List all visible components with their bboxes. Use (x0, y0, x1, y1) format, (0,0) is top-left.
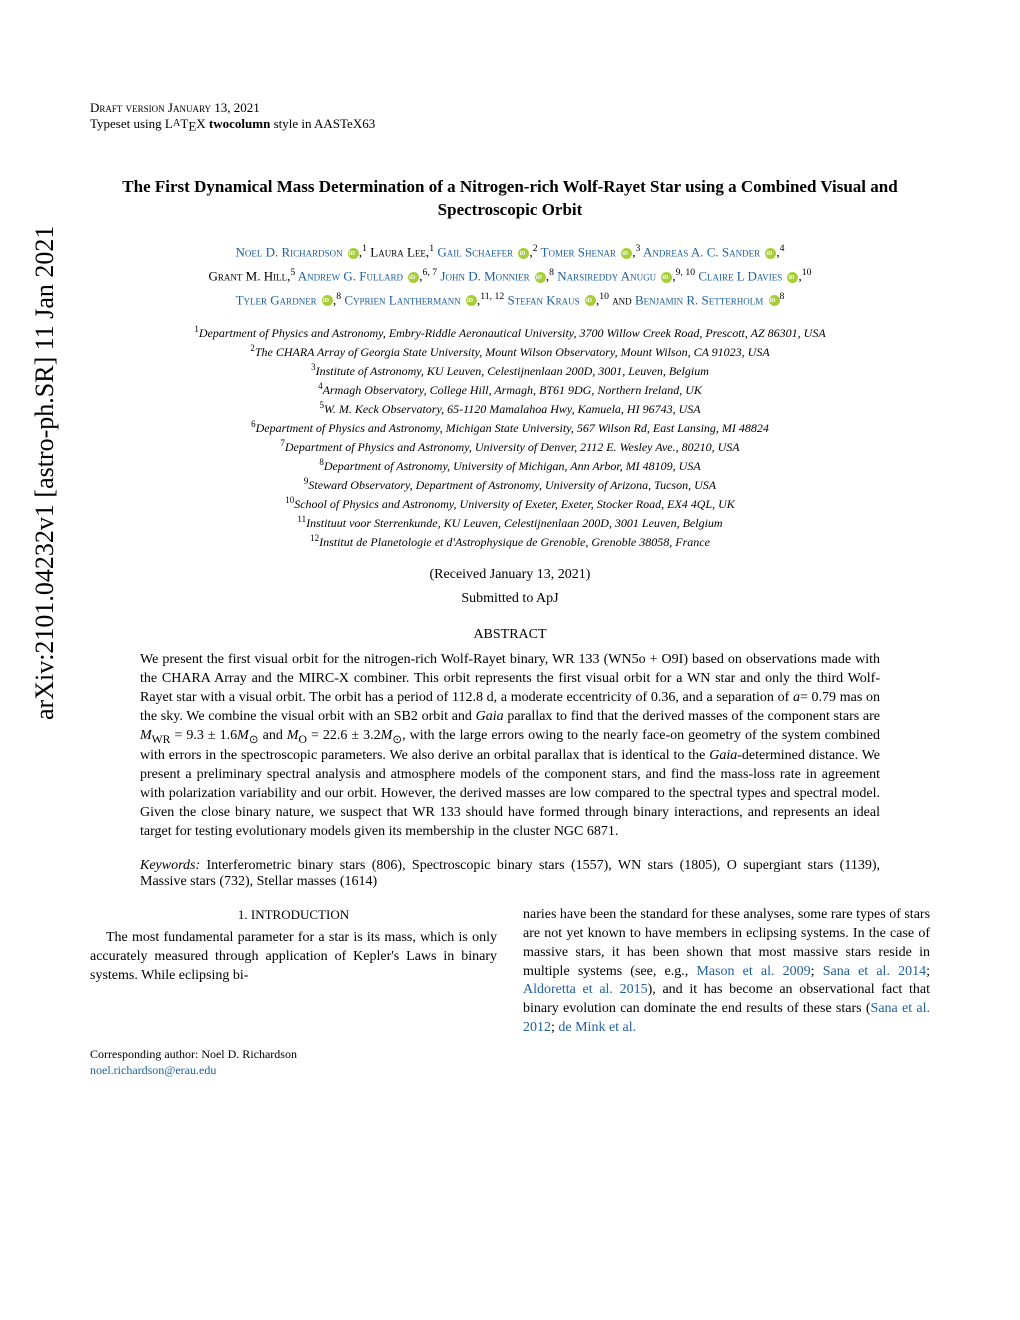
affiliation-9: 9Steward Observatory, Department of Astr… (120, 475, 900, 494)
keywords: Keywords: Interferometric binary stars (… (140, 858, 880, 890)
affiliation-2: 2The CHARA Array of Georgia State Univer… (120, 342, 900, 361)
left-column: 1. INTRODUCTION The most fundamental par… (90, 906, 497, 1079)
intro-paragraph-right: naries have been the standard for these … (523, 906, 930, 1038)
right-column: naries have been the standard for these … (523, 906, 930, 1079)
ref-demink[interactable]: de Mink et al. (558, 1020, 636, 1035)
affiliation-11: 11Instituut voor Sterrenkunde, KU Leuven… (120, 513, 900, 532)
paper-title: The First Dynamical Mass Determination o… (120, 175, 900, 223)
submitted-to: Submitted to ApJ (90, 591, 930, 607)
affiliation-12: 12Institut de Planetologie et d'Astrophy… (120, 532, 900, 551)
affiliation-list: 1Department of Physics and Astronomy, Em… (120, 323, 900, 551)
corresponding-email-link[interactable]: noel.richardson@erau.edu (90, 1063, 216, 1077)
affiliation-7: 7Department of Physics and Astronomy, Un… (120, 437, 900, 456)
keywords-label: Keywords: (140, 858, 200, 873)
affiliation-6: 6Department of Physics and Astronomy, Mi… (120, 418, 900, 437)
intro-paragraph-left: The most fundamental parameter for a sta… (90, 929, 497, 986)
ref-sana-2014[interactable]: Sana et al. 2014 (823, 964, 926, 979)
affiliation-1: 1Department of Physics and Astronomy, Em… (120, 323, 900, 342)
corresponding-author: Corresponding author: Noel D. Richardson… (90, 1046, 497, 1078)
affiliation-10: 10School of Physics and Astronomy, Unive… (120, 494, 900, 513)
ref-mason-2009[interactable]: Mason et al. 2009 (696, 964, 810, 979)
received-date: (Received January 13, 2021) (90, 567, 930, 583)
author-list: Noel D. Richardson ,1 Laura Lee,1 Gail S… (110, 240, 910, 311)
corresponding-label: Corresponding author: Noel D. Richardson (90, 1046, 497, 1062)
keywords-text: Interferometric binary stars (806), Spec… (140, 858, 880, 889)
affiliation-8: 8Department of Astronomy, University of … (120, 456, 900, 475)
typeset-line: Typeset using LATEX twocolumn style in A… (90, 116, 930, 135)
affiliation-4: 4Armagh Observatory, College Hill, Armag… (120, 380, 900, 399)
abstract-heading: ABSTRACT (90, 627, 930, 643)
affiliation-3: 3Institute of Astronomy, KU Leuven, Cele… (120, 361, 900, 380)
abstract-text: We present the first visual orbit for th… (140, 651, 880, 842)
two-column-body: 1. INTRODUCTION The most fundamental par… (90, 906, 930, 1079)
draft-version: Draft version January 13, 2021 (90, 100, 930, 116)
ref-aldoretta-2015[interactable]: Aldoretta et al. 2015 (523, 982, 648, 997)
affiliation-5: 5W. M. Keck Observatory, 65-1120 Mamalah… (120, 399, 900, 418)
section-1-heading: 1. INTRODUCTION (90, 906, 497, 924)
page-content: Draft version January 13, 2021 Typeset u… (0, 0, 1020, 1119)
